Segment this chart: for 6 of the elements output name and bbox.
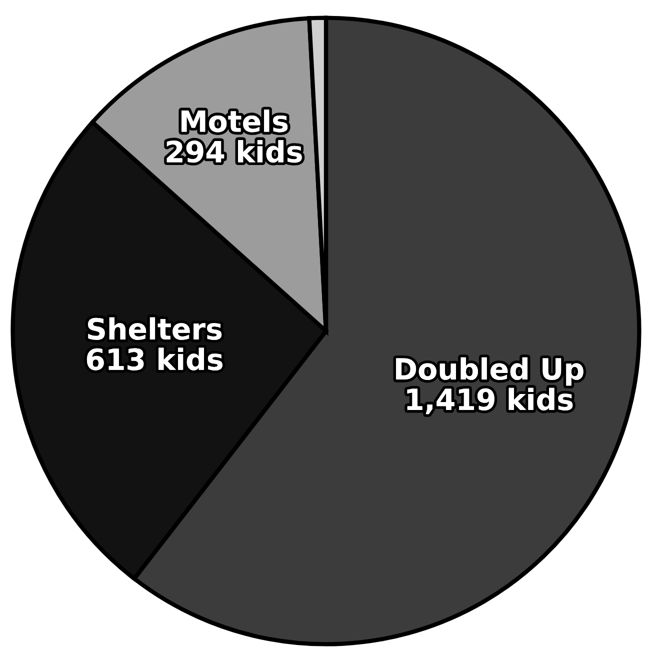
data-label: 1,419 kids — [407, 388, 573, 414]
data-label: 294 kids — [166, 140, 302, 163]
slice-label: Doubled Up — [396, 357, 584, 386]
data-label: 613 kids — [86, 348, 222, 370]
slice-label: Shelters — [88, 317, 222, 340]
slice-label: Motels — [181, 110, 288, 132]
